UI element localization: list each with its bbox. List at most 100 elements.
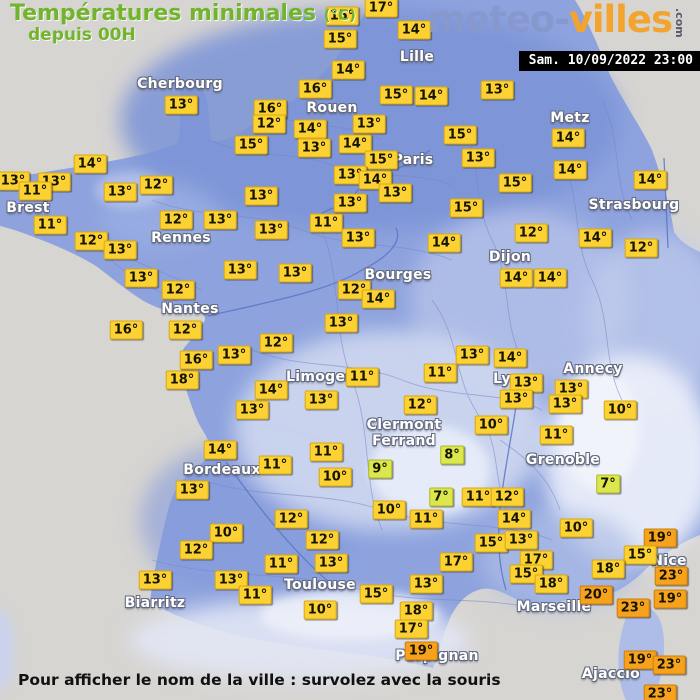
temp-badge[interactable]: 11° — [18, 181, 52, 201]
temp-badge[interactable]: 19° — [643, 528, 677, 548]
temp-badge[interactable]: 18° — [534, 574, 568, 594]
temp-badge[interactable]: 18° — [591, 559, 625, 579]
temp-badge[interactable]: 12° — [159, 210, 193, 230]
temp-badge[interactable]: 14° — [331, 60, 365, 80]
temp-badge[interactable]: 15° — [498, 173, 532, 193]
temp-badge[interactable]: 23° — [643, 684, 677, 700]
temp-badge[interactable]: 13° — [164, 95, 198, 115]
temp-badge[interactable]: 13° — [217, 345, 251, 365]
temp-badge[interactable]: 15° — [623, 545, 657, 565]
temp-badge[interactable]: 13° — [324, 313, 358, 333]
temp-badge[interactable]: 13° — [504, 530, 538, 550]
temp-badge[interactable]: 11° — [238, 585, 272, 605]
temp-badge[interactable]: 15° — [474, 533, 508, 553]
temp-badge[interactable]: 13° — [461, 148, 495, 168]
temp-badge[interactable]: 14° — [293, 119, 327, 139]
temp-badge[interactable]: 19° — [404, 641, 438, 661]
temp-badge[interactable]: 12° — [139, 175, 173, 195]
temp-badge[interactable]: 13° — [138, 570, 172, 590]
temp-badge[interactable]: 14° — [254, 380, 288, 400]
temp-badge[interactable]: 15° — [359, 584, 393, 604]
temp-badge[interactable]: 19° — [653, 589, 687, 609]
temp-badge[interactable]: 10° — [372, 500, 406, 520]
temp-badge[interactable]: 12° — [252, 114, 286, 134]
temp-badge[interactable]: 13° — [548, 394, 582, 414]
temp-badge[interactable]: 12° — [305, 530, 339, 550]
temp-badge[interactable]: 7° — [596, 474, 620, 494]
temp-badge[interactable]: 15° — [449, 198, 483, 218]
temp-badge[interactable]: 12° — [337, 280, 371, 300]
temp-badge[interactable]: 16° — [298, 79, 332, 99]
temp-badge[interactable]: 11° — [461, 487, 495, 507]
temp-badge[interactable]: 12° — [168, 320, 202, 340]
temp-badge[interactable]: 11° — [309, 213, 343, 233]
temp-badge[interactable]: 14° — [493, 348, 527, 368]
temp-badge[interactable]: 13° — [304, 390, 338, 410]
temp-badge[interactable]: 12° — [259, 333, 293, 353]
temp-badge[interactable]: 16° — [179, 350, 213, 370]
temp-badge[interactable]: 11° — [423, 363, 457, 383]
temp-badge[interactable]: 12° — [161, 280, 195, 300]
temp-badge[interactable]: 13° — [203, 210, 237, 230]
temp-badge[interactable]: 13° — [314, 553, 348, 573]
temp-badge[interactable]: 10° — [474, 415, 508, 435]
temp-badge[interactable]: 15° — [379, 85, 413, 105]
temp-badge[interactable]: 15° — [323, 29, 357, 49]
temp-badge[interactable]: 15° — [234, 135, 268, 155]
temp-badge[interactable]: 13° — [278, 263, 312, 283]
temp-badge[interactable]: 14° — [497, 509, 531, 529]
temp-badge[interactable]: 14° — [73, 154, 107, 174]
temp-badge[interactable]: 11° — [258, 455, 292, 475]
temp-badge[interactable]: 12° — [514, 223, 548, 243]
temp-badge[interactable]: 10° — [603, 400, 637, 420]
temp-badge[interactable]: 11° — [309, 442, 343, 462]
temp-badge[interactable]: 13° — [175, 480, 209, 500]
temp-badge[interactable]: 10° — [303, 600, 337, 620]
temp-badge[interactable]: 10° — [318, 467, 352, 487]
temp-badge[interactable]: 13° — [333, 193, 367, 213]
temp-badge[interactable]: 9° — [368, 459, 392, 479]
temp-badge[interactable]: 13° — [244, 186, 278, 206]
temp-badge[interactable]: 14° — [414, 86, 448, 106]
temp-badge[interactable]: 14° — [338, 134, 372, 154]
temp-badge[interactable]: 18° — [399, 601, 433, 621]
temp-badge[interactable]: 19° — [623, 650, 657, 670]
temp-badge[interactable]: 11° — [409, 509, 443, 529]
temp-badge[interactable]: 11° — [264, 554, 298, 574]
temp-badge[interactable]: 12° — [403, 395, 437, 415]
temp-badge[interactable]: 14° — [499, 268, 533, 288]
temp-badge[interactable]: 13° — [103, 240, 137, 260]
temp-badge[interactable]: 7° — [429, 487, 453, 507]
temp-badge[interactable]: 14° — [203, 440, 237, 460]
temp-badge[interactable]: 14° — [397, 20, 431, 40]
temp-badge[interactable]: 11° — [539, 425, 573, 445]
temp-badge[interactable]: 14° — [553, 160, 587, 180]
temp-badge[interactable]: 18° — [165, 370, 199, 390]
temp-badge[interactable]: 13° — [480, 80, 514, 100]
temp-badge[interactable]: 14° — [578, 228, 612, 248]
temp-badge[interactable]: 15° — [509, 564, 543, 584]
meteo-villes-logo[interactable]: meteo-villes .com — [427, 0, 686, 41]
temp-badge[interactable]: 17° — [394, 619, 428, 639]
temp-badge[interactable]: 23° — [654, 566, 688, 586]
temp-badge[interactable]: 23° — [616, 598, 650, 618]
temp-badge[interactable]: 16° — [253, 99, 287, 119]
temp-badge[interactable]: 13° — [103, 182, 137, 202]
temp-badge[interactable]: 17° — [364, 0, 398, 18]
temp-badge[interactable]: 8° — [440, 445, 464, 465]
temp-badge[interactable]: 10° — [559, 518, 593, 538]
temp-badge[interactable]: 20° — [579, 585, 613, 605]
temp-badge[interactable]: 13° — [409, 574, 443, 594]
temp-badge[interactable]: 11° — [33, 215, 67, 235]
temp-badge[interactable]: 14° — [427, 233, 461, 253]
temp-badge[interactable]: 12° — [490, 487, 524, 507]
temp-badge[interactable]: 13° — [378, 183, 412, 203]
temp-badge[interactable]: 14° — [533, 268, 567, 288]
temp-badge[interactable]: 11° — [345, 367, 379, 387]
temp-badge[interactable]: 12° — [624, 238, 658, 258]
temp-badge[interactable]: 13° — [124, 268, 158, 288]
temp-badge[interactable]: 23° — [652, 655, 686, 675]
temp-badge[interactable]: 13° — [499, 389, 533, 409]
temp-badge[interactable]: 13° — [333, 165, 367, 185]
temp-badge[interactable]: 17° — [439, 552, 473, 572]
